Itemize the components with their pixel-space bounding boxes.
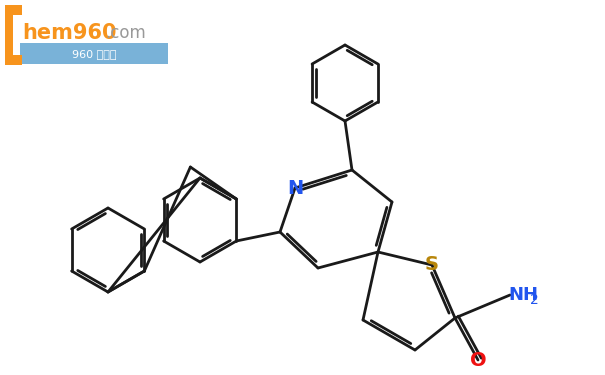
Text: N: N <box>287 178 303 198</box>
Text: 960 化工网: 960 化工网 <box>72 49 116 59</box>
Text: .com: .com <box>105 24 146 42</box>
Text: 2: 2 <box>530 293 538 307</box>
Text: hem960: hem960 <box>22 23 117 43</box>
Text: O: O <box>469 351 486 369</box>
Polygon shape <box>20 43 168 64</box>
Text: NH: NH <box>508 286 538 304</box>
Polygon shape <box>5 5 22 65</box>
Text: S: S <box>425 255 439 274</box>
